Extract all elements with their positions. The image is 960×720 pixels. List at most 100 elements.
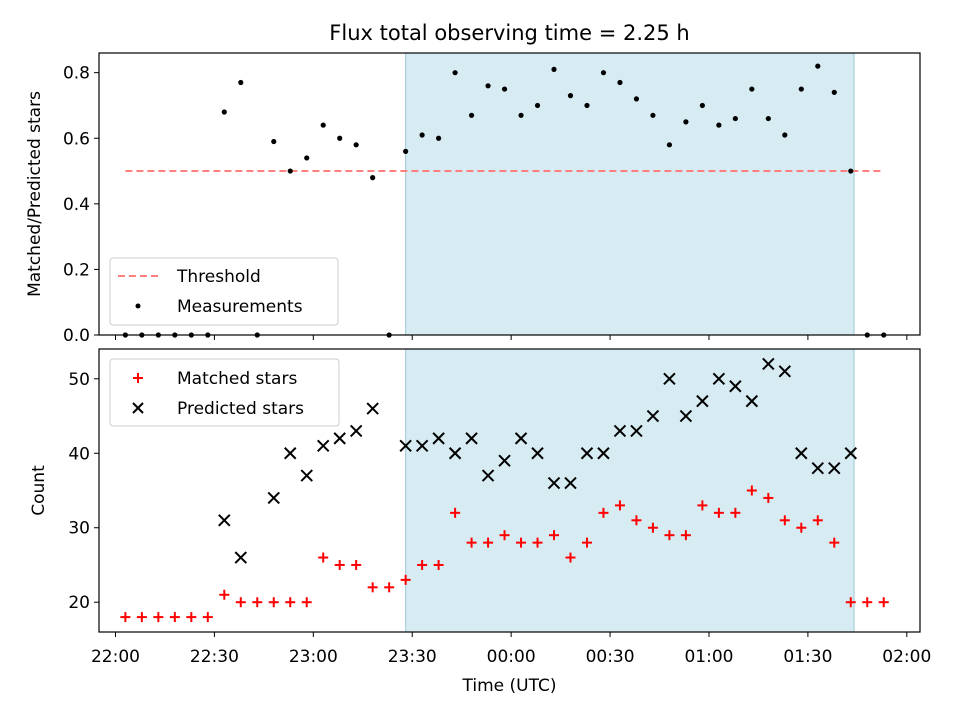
x-stroke xyxy=(745,394,759,408)
predicted-star-point xyxy=(745,394,759,408)
x-stroke xyxy=(613,424,627,438)
legend-matched-label: Matched stars xyxy=(177,369,297,389)
matched-stars-points xyxy=(120,485,889,623)
measurement-point xyxy=(304,155,310,161)
x-stroke xyxy=(679,409,693,423)
x-stroke xyxy=(795,447,808,460)
matched-star-point xyxy=(483,537,494,548)
x-stroke xyxy=(762,357,775,371)
predicted-star-point xyxy=(465,432,478,445)
predicted-star-point xyxy=(844,447,857,460)
x-tick-label: 01:30 xyxy=(783,647,832,667)
matched-star-point xyxy=(268,597,279,608)
x-tick-label: 01:00 xyxy=(684,647,733,667)
matched-star-point xyxy=(120,612,131,623)
observing-window-shade-bottom xyxy=(405,348,855,633)
matched-star-point xyxy=(680,530,691,541)
matched-star-point xyxy=(812,515,823,526)
matched-star-point xyxy=(186,612,197,623)
matched-star-point xyxy=(169,612,180,623)
matched-star-point xyxy=(862,597,873,608)
matched-star-point xyxy=(664,530,675,541)
x-stroke xyxy=(696,394,709,408)
matched-star-point xyxy=(532,537,543,548)
bottom-y-axis-label: Count xyxy=(29,465,49,516)
top-axes-frame xyxy=(98,52,921,336)
bottom-axes-frame xyxy=(98,348,921,633)
x-tick-label: 23:00 xyxy=(289,647,338,667)
y-tick-label: 20 xyxy=(68,593,90,613)
predicted-star-point xyxy=(284,447,297,460)
matched-star-point xyxy=(730,507,741,518)
matched-star-point xyxy=(565,552,576,563)
predicted-star-point xyxy=(366,402,379,415)
matched-star-point xyxy=(779,515,790,526)
matched-star-point xyxy=(417,559,428,570)
measurement-point xyxy=(650,112,656,118)
measurement-point xyxy=(320,122,326,128)
x-stroke xyxy=(432,432,445,445)
predicted-stars-points xyxy=(218,357,857,564)
matched-star-point xyxy=(581,537,592,548)
measurement-point xyxy=(221,109,227,115)
measurement-point xyxy=(468,112,475,118)
predicted-star-point xyxy=(531,447,544,460)
predicted-star-point xyxy=(696,394,709,408)
bottom-y-ticks: 20 30 40 50 xyxy=(68,370,99,613)
x-stroke xyxy=(811,461,824,475)
bottom-panel: 20 30 40 50 22:00 22:30 23:00 23:30 00:00 00:30 0… xyxy=(29,348,931,696)
top-y-ticks: 0.0 0.2 0.4 0.6 0.8 xyxy=(63,64,99,346)
matched-star-point xyxy=(367,582,378,593)
measurement-point xyxy=(798,86,804,92)
matched-star-point xyxy=(796,522,807,533)
predicted-star-point xyxy=(300,469,313,482)
predicted-star-point xyxy=(646,409,660,423)
measurement-point xyxy=(436,135,442,141)
measurement-point xyxy=(600,70,607,76)
y-tick-label: 0.4 xyxy=(63,195,90,215)
matched-star-point xyxy=(499,530,510,541)
x-stroke xyxy=(234,551,247,564)
matched-star-point xyxy=(598,507,609,518)
bottom-legend-box xyxy=(109,358,340,427)
predicted-star-point xyxy=(762,357,775,371)
matched-star-point xyxy=(713,507,724,518)
matched-star-point xyxy=(318,552,329,563)
y-tick-label: 0.6 xyxy=(63,129,90,149)
top-x-ticks xyxy=(114,335,908,340)
x-stroke xyxy=(729,380,742,393)
matched-star-point xyxy=(301,597,312,608)
top-legend-box xyxy=(109,257,339,326)
matched-star-point xyxy=(384,582,395,593)
matched-star-point xyxy=(746,485,757,496)
x-stroke xyxy=(844,447,857,460)
matched-star-point xyxy=(285,597,296,608)
measurement-points xyxy=(122,63,887,338)
predicted-star-point xyxy=(828,461,841,475)
matched-star-point xyxy=(516,537,527,548)
x-stroke xyxy=(663,372,676,385)
matched-star-point xyxy=(153,612,164,623)
legend-matched-swatch xyxy=(133,373,143,383)
y-tick-label: 50 xyxy=(68,370,90,390)
y-tick-label: 0.2 xyxy=(63,260,90,280)
bottom-x-ticks: 22:00 22:30 23:00 23:30 00:00 00:30 01:00 01:30… xyxy=(91,632,931,667)
x-stroke xyxy=(597,447,610,460)
measurement-point xyxy=(238,79,244,86)
x-stroke xyxy=(778,365,792,378)
matched-star-point xyxy=(631,515,642,526)
matched-star-point xyxy=(433,559,444,570)
measurement-point xyxy=(749,86,755,92)
top-panel: 0.0 0.2 0.4 0.6 0.8 Flux total observing tim… xyxy=(25,21,921,346)
x-stroke xyxy=(333,432,346,445)
x-stroke xyxy=(828,461,841,475)
x-stroke xyxy=(465,432,478,445)
measurement-point xyxy=(501,86,508,92)
predicted-star-point xyxy=(448,447,462,460)
y-tick-label: 40 xyxy=(68,444,90,464)
predicted-star-point xyxy=(613,424,627,438)
predicted-star-point xyxy=(580,447,594,460)
x-stroke xyxy=(300,469,313,482)
measurement-point xyxy=(287,168,293,174)
measurement-point xyxy=(485,83,491,89)
